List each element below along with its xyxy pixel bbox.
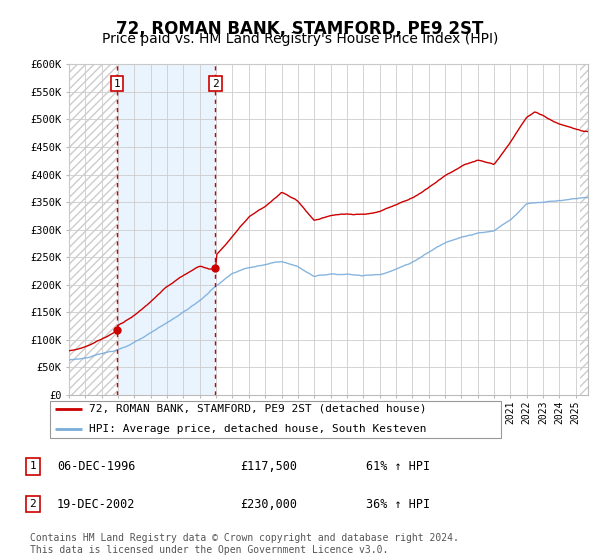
- Text: 19-DEC-2002: 19-DEC-2002: [57, 497, 136, 511]
- Text: 1: 1: [113, 78, 120, 88]
- Bar: [580, 64, 588, 395]
- Text: 72, ROMAN BANK, STAMFORD, PE9 2ST: 72, ROMAN BANK, STAMFORD, PE9 2ST: [116, 20, 484, 38]
- Text: HPI: Average price, detached house, South Kesteven: HPI: Average price, detached house, Sout…: [89, 424, 427, 435]
- Text: 06-DEC-1996: 06-DEC-1996: [57, 460, 136, 473]
- Text: 72, ROMAN BANK, STAMFORD, PE9 2ST (detached house): 72, ROMAN BANK, STAMFORD, PE9 2ST (detac…: [89, 404, 427, 414]
- Text: 36% ↑ HPI: 36% ↑ HPI: [366, 497, 430, 511]
- Text: Price paid vs. HM Land Registry's House Price Index (HPI): Price paid vs. HM Land Registry's House …: [102, 32, 498, 46]
- Text: 61% ↑ HPI: 61% ↑ HPI: [366, 460, 430, 473]
- FancyBboxPatch shape: [50, 401, 501, 437]
- Text: 2: 2: [29, 499, 37, 509]
- Text: £117,500: £117,500: [240, 460, 297, 473]
- Text: 1: 1: [29, 461, 37, 472]
- Text: Contains HM Land Registry data © Crown copyright and database right 2024.
This d: Contains HM Land Registry data © Crown c…: [30, 533, 459, 555]
- Text: £230,000: £230,000: [240, 497, 297, 511]
- Bar: [69, 64, 117, 395]
- Text: 2: 2: [212, 78, 219, 88]
- Bar: [117, 64, 215, 395]
